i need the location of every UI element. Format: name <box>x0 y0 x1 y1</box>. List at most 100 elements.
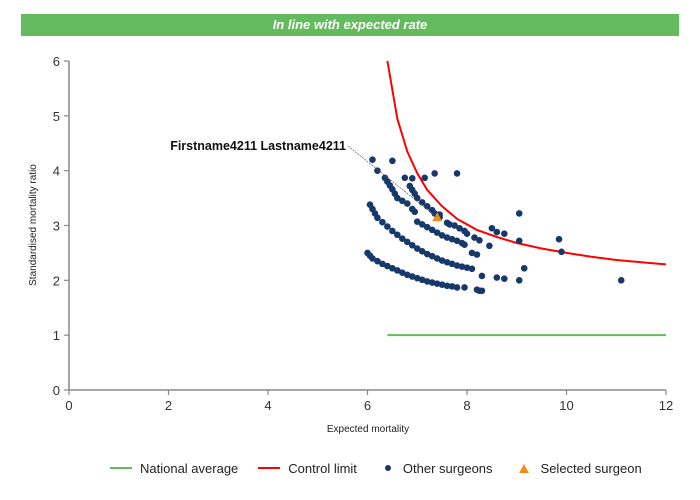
legend-label: National average <box>140 460 239 476</box>
x-tick-label: 12 <box>659 398 673 413</box>
x-tick-label: 2 <box>165 398 172 413</box>
other-surgeon-point <box>473 251 481 258</box>
other-surgeon-point <box>486 242 493 250</box>
other-surgeon-point <box>438 257 446 264</box>
other-surgeon-point <box>461 284 468 291</box>
y-tick-label: 4 <box>53 164 60 179</box>
other-surgeon-point <box>463 264 471 272</box>
other-surgeon-point <box>413 274 421 282</box>
other-surgeon-point <box>389 264 396 272</box>
other-surgeon-point <box>515 237 523 245</box>
legend-item-other-surgeons[interactable]: Other surgeons <box>377 461 493 476</box>
y-tick-label: 0 <box>53 383 60 398</box>
x-tick-label: 8 <box>463 398 470 413</box>
x-tick-label: 4 <box>264 398 271 413</box>
legend-item-control-limit[interactable]: Control limit <box>258 461 357 476</box>
other-surgeon-point <box>453 284 461 291</box>
other-surgeon-point <box>369 156 376 163</box>
other-surgeon-point <box>453 170 461 177</box>
other-surgeon-point <box>399 269 406 276</box>
x-tick-label: 10 <box>559 398 573 413</box>
y-tick-label: 6 <box>53 54 60 69</box>
other-surgeon-point <box>617 277 625 284</box>
other-surgeon-point <box>423 223 431 231</box>
other-surgeon-point <box>413 218 421 225</box>
y-tick-label: 5 <box>53 109 60 124</box>
other-surgeon-point <box>446 221 453 228</box>
legend-label: Other surgeons <box>402 460 493 476</box>
other-surgeon-point <box>374 257 381 265</box>
other-surgeon-point <box>461 241 468 248</box>
control-limit-line <box>386 60 667 266</box>
other-surgeon-point <box>451 222 458 229</box>
legend-label: Control limit <box>288 460 357 476</box>
other-surgeon-point <box>384 262 391 270</box>
other-surgeon-point <box>433 280 441 287</box>
other-surgeon-point <box>433 255 441 262</box>
other-surgeon-point <box>418 199 426 206</box>
other-surgeon-point <box>408 241 416 249</box>
other-surgeon-point <box>501 230 508 238</box>
other-surgeon-point <box>468 249 476 257</box>
other-surgeon-point <box>453 237 461 245</box>
other-surgeon-point <box>369 255 376 262</box>
legend-item-selected-surgeon[interactable]: Selected surgeon <box>513 461 642 476</box>
other-surgeon-point <box>558 248 565 256</box>
other-surgeon-point <box>413 194 421 202</box>
other-surgeon-point <box>448 235 456 243</box>
other-surgeon-point <box>418 247 426 255</box>
other-surgeon-point <box>515 210 523 217</box>
other-surgeon-point <box>408 175 416 182</box>
other-surgeon-point <box>448 260 456 268</box>
other-surgeon-point <box>476 237 483 244</box>
other-surgeon-point <box>471 234 478 241</box>
status-banner: In line with expected rate <box>21 14 679 36</box>
other-surgeon-point <box>438 232 446 239</box>
legend: National average Control limit Other sur… <box>110 458 662 478</box>
other-surgeon-point <box>389 157 396 165</box>
other-surgeon-point <box>418 276 426 284</box>
other-surgeon-point <box>463 230 471 238</box>
other-surgeon-point <box>389 227 396 235</box>
y-tick-label: 1 <box>53 328 60 343</box>
other-surgeon-point <box>443 282 451 290</box>
selected-surgeon-point <box>432 212 443 222</box>
other-surgeon-point <box>413 245 421 252</box>
other-surgeon-point <box>458 263 466 270</box>
national-average-swatch <box>110 467 132 469</box>
other-surgeon-point <box>428 279 436 286</box>
other-surgeon-point <box>555 235 563 243</box>
other-surgeon-point <box>404 200 411 207</box>
other-surgeon-point <box>379 260 386 268</box>
other-surgeon-point <box>478 287 486 295</box>
other-surgeon-point <box>394 231 401 239</box>
other-surgeon-point <box>423 278 431 285</box>
other-surgeon-point <box>443 234 451 241</box>
legend-item-national-average[interactable]: National average <box>110 461 238 476</box>
other-surgeon-point <box>418 221 426 228</box>
other-surgeon-point <box>488 224 496 232</box>
other-surgeon-point <box>453 262 461 269</box>
annotation-leader-line <box>347 145 438 218</box>
x-tick-label: 0 <box>65 398 72 413</box>
other-surgeon-point <box>433 229 441 236</box>
selected-surgeon-label: Firstname4211 Lastname4211 <box>170 139 346 153</box>
other-surgeon-point <box>443 258 451 266</box>
other-surgeon-point <box>428 252 436 260</box>
other-surgeon-point <box>456 224 463 232</box>
other-surgeon-point <box>520 264 528 272</box>
y-axis-title: Standardised mortality ratio <box>28 164 39 286</box>
other-surgeon-point <box>431 170 438 177</box>
other-surgeon-point <box>404 238 411 246</box>
other-surgeon-point <box>408 273 416 280</box>
control-limit-swatch <box>258 467 281 469</box>
other-surgeon-point <box>379 218 386 226</box>
other-surgeon-point <box>374 214 381 222</box>
other-surgeon-point <box>438 281 446 289</box>
other-surgeon-point <box>515 277 523 284</box>
selected-surgeon-triangle-icon <box>518 463 529 473</box>
other-surgeon-point <box>401 174 409 182</box>
y-tick-label: 2 <box>53 273 60 288</box>
